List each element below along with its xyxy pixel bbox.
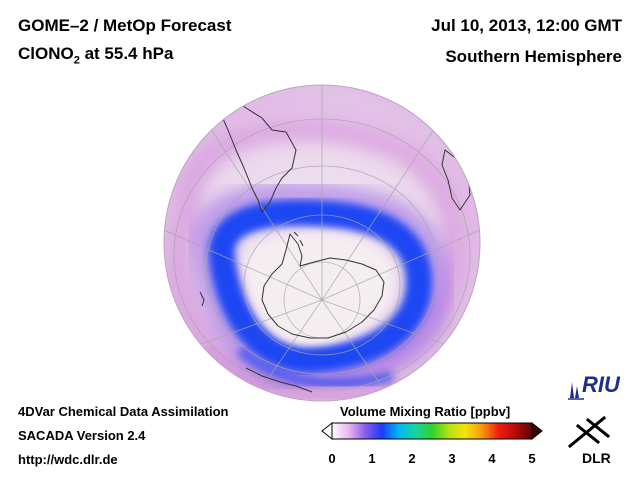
colorbar bbox=[321, 421, 543, 441]
peninsula-islands bbox=[293, 231, 304, 247]
region-label: Southern Hemisphere bbox=[445, 47, 622, 66]
colorbar-tick-3: 3 bbox=[448, 451, 456, 466]
colorbar-tick-4: 4 bbox=[488, 451, 496, 466]
species-name: ClONO bbox=[18, 44, 74, 63]
riu-logo-icon bbox=[568, 382, 584, 400]
colorbar-tick-0: 0 bbox=[328, 451, 336, 466]
antarctica-coastline bbox=[261, 233, 385, 339]
website-url: http://wdc.dlr.de bbox=[18, 452, 118, 467]
assimilation-label: 4DVar Chemical Data Assimilation bbox=[18, 404, 229, 419]
south-america-coastline bbox=[217, 97, 297, 213]
dlr-logo-text: DLR bbox=[582, 450, 611, 466]
pressure-level: at 55.4 hPa bbox=[79, 44, 174, 63]
colorbar-tick-2: 2 bbox=[408, 451, 416, 466]
map-subtitle: ClONO2 at 55.4 hPa bbox=[18, 44, 173, 66]
new-zealand-coastline bbox=[199, 291, 205, 307]
globe-outline bbox=[163, 84, 481, 402]
graticule bbox=[164, 85, 480, 399]
colorbar-tick-5: 5 bbox=[528, 451, 536, 466]
riu-logo-text: RIU bbox=[582, 372, 620, 397]
colorbar-gradient bbox=[331, 422, 533, 440]
colorbar-tick-1: 1 bbox=[368, 451, 376, 466]
version-label: SACADA Version 2.4 bbox=[18, 428, 146, 443]
colorbar-min-arrow bbox=[321, 421, 333, 441]
colorbar-title: Volume Mixing Ratio [ppbv] bbox=[340, 404, 511, 419]
dlr-logo-icon bbox=[567, 415, 611, 449]
blue-ring-tail bbox=[236, 346, 394, 389]
species-subscript: 2 bbox=[73, 54, 80, 67]
colorbar-max-arrow bbox=[531, 421, 543, 441]
australia-coastline bbox=[245, 367, 313, 393]
lower-pink-arc bbox=[200, 344, 402, 401]
forecast-date: Jul 10, 2013, 12:00 GMT bbox=[431, 16, 622, 35]
map-title: GOME–2 / MetOp Forecast bbox=[18, 16, 232, 35]
blue-collar-ring bbox=[208, 199, 433, 374]
